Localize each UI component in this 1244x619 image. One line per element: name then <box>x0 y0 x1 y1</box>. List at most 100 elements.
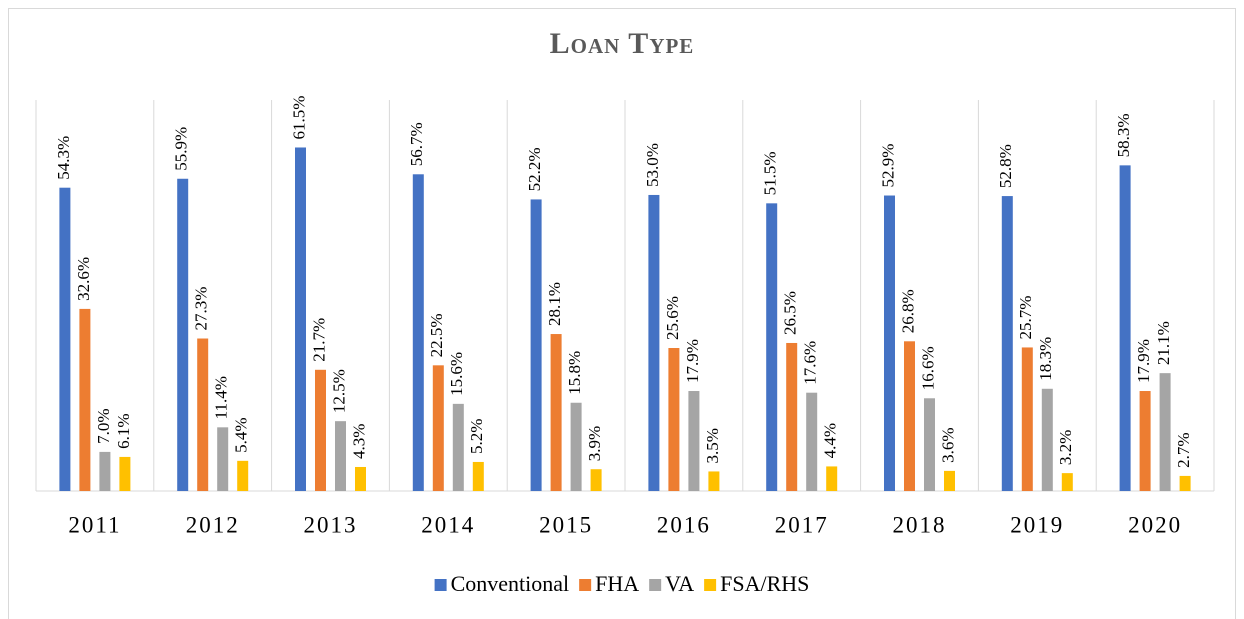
bar <box>432 365 444 491</box>
data-label: 6.1% <box>114 414 133 449</box>
bar <box>412 174 424 492</box>
bar <box>295 147 306 491</box>
bar <box>766 203 778 492</box>
bar <box>79 308 91 491</box>
data-label: 52.9% <box>878 144 897 188</box>
bar <box>904 341 915 491</box>
bar <box>197 338 209 491</box>
legend-label: Conventional <box>451 571 570 596</box>
bar <box>688 391 700 491</box>
bar <box>924 398 935 491</box>
bar <box>806 392 818 491</box>
data-label: 26.5% <box>781 291 800 335</box>
bar <box>355 466 366 491</box>
x-tick-label: 2011 <box>68 512 121 537</box>
legend-swatch <box>579 579 592 591</box>
x-tick-label: 2016 <box>657 512 711 537</box>
bar <box>648 194 660 491</box>
bar <box>786 342 798 491</box>
data-label: 2.7% <box>1174 432 1193 467</box>
x-tick-label: 2018 <box>893 512 947 537</box>
x-tick-label: 2020 <box>1128 512 1182 537</box>
data-label: 7.0% <box>94 408 113 443</box>
bar <box>177 178 189 491</box>
bar <box>884 195 895 491</box>
data-label: 4.3% <box>349 424 368 459</box>
legend-swatch <box>434 579 447 591</box>
data-label: 27.3% <box>192 287 211 331</box>
bar <box>119 456 131 491</box>
bar <box>472 461 484 491</box>
data-label: 17.9% <box>1134 339 1153 383</box>
data-label: 52.2% <box>525 148 544 192</box>
bar <box>944 470 955 491</box>
bar <box>708 471 720 491</box>
chart-border <box>8 8 1236 619</box>
bar <box>59 187 71 491</box>
bar <box>1021 347 1033 491</box>
data-label: 22.5% <box>427 313 446 357</box>
x-tick-label: 2015 <box>539 512 593 537</box>
data-label: 18.3% <box>1036 337 1055 381</box>
data-label: 21.7% <box>309 318 328 362</box>
data-label: 3.2% <box>1056 430 1075 465</box>
bar <box>590 469 602 491</box>
data-label: 21.1% <box>1154 321 1173 365</box>
data-label: 3.9% <box>585 426 604 461</box>
data-label: 25.7% <box>1016 296 1035 340</box>
bar <box>237 460 249 491</box>
x-tick-label: 2017 <box>775 512 829 537</box>
data-label: 28.1% <box>545 282 564 326</box>
x-tick-label: 2012 <box>186 512 240 537</box>
data-label: 12.5% <box>329 369 348 413</box>
data-label: 52.8% <box>996 144 1015 188</box>
x-tick-label: 2013 <box>304 512 358 537</box>
chart-title: Loan Type <box>550 27 695 60</box>
data-label: 3.5% <box>703 428 722 463</box>
data-label: 26.8% <box>898 289 917 333</box>
bar <box>335 421 346 491</box>
bar <box>315 369 326 491</box>
data-label: 3.6% <box>938 427 957 462</box>
bar <box>1139 391 1151 491</box>
data-label: 4.4% <box>821 423 840 458</box>
bar <box>1061 473 1073 491</box>
data-label: 25.6% <box>663 296 682 340</box>
legend-swatch <box>649 579 662 591</box>
data-label: 17.9% <box>683 339 702 383</box>
data-label: 61.5% <box>289 96 308 140</box>
bar <box>1041 388 1053 491</box>
x-tick-label: 2019 <box>1010 512 1064 537</box>
bar <box>1001 196 1013 491</box>
data-label: 32.6% <box>74 257 93 301</box>
data-label: 58.3% <box>1114 113 1133 157</box>
bar <box>668 348 680 491</box>
bar <box>530 199 542 491</box>
data-label: 5.4% <box>232 417 251 452</box>
data-label: 15.8% <box>565 351 584 395</box>
legend-label: FHA <box>595 571 639 596</box>
bar <box>99 451 111 491</box>
bar <box>1159 373 1171 491</box>
data-label: 55.9% <box>172 127 191 171</box>
data-label: 56.7% <box>407 122 426 166</box>
bar <box>1179 475 1191 491</box>
bar <box>452 403 464 491</box>
legend-label: VA <box>665 571 694 596</box>
data-label: 17.6% <box>801 341 820 385</box>
data-label: 54.3% <box>54 136 73 180</box>
data-label: 53.0% <box>643 143 662 187</box>
data-label: 15.6% <box>447 352 466 396</box>
bar <box>570 402 582 491</box>
bar <box>826 466 838 491</box>
legend-label: FSA/RHS <box>720 571 809 596</box>
bar <box>550 334 562 491</box>
data-label: 11.4% <box>212 376 231 419</box>
legend-swatch <box>704 579 717 591</box>
data-label: 16.6% <box>918 346 937 390</box>
data-label: 5.2% <box>467 419 486 454</box>
data-label: 51.5% <box>761 151 780 195</box>
bar <box>217 427 229 491</box>
bar <box>1119 165 1131 492</box>
